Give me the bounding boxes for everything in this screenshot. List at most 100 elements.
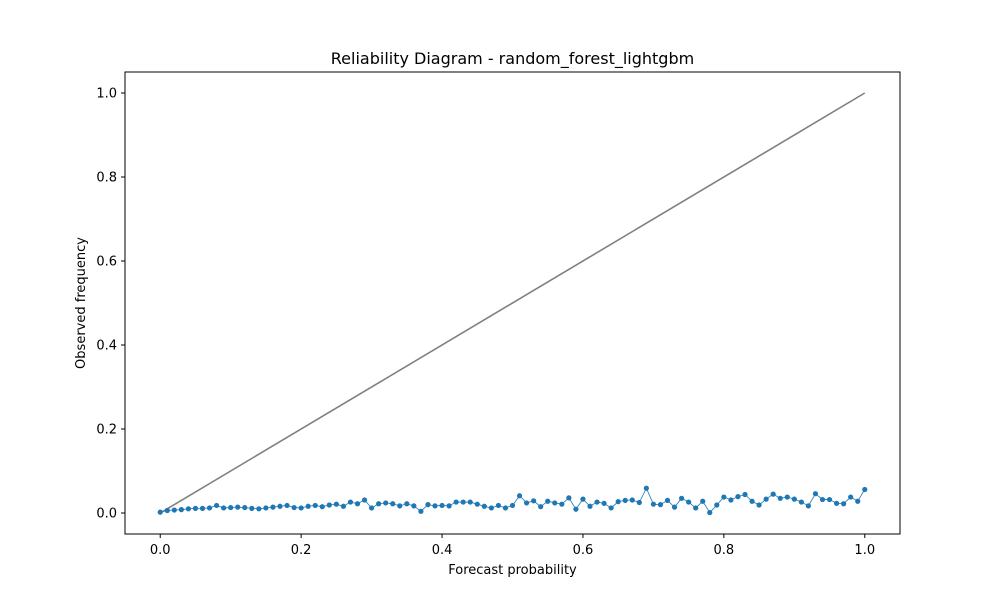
reliability-point	[368, 505, 375, 511]
reliability-point	[742, 491, 748, 498]
reliability-point	[784, 494, 790, 500]
x-tick-label: 0.6	[573, 543, 594, 558]
reliability-point	[242, 504, 248, 511]
reliability-point	[390, 501, 396, 507]
reliability-point	[707, 509, 713, 516]
reliability-point	[418, 508, 424, 514]
reliability-point	[221, 505, 227, 511]
reliability-point	[164, 507, 170, 514]
x-tick-label: 0.8	[714, 543, 735, 558]
reliability-point	[848, 494, 854, 500]
reliability-point	[594, 499, 600, 505]
reliability-point	[495, 502, 502, 509]
reliability-point	[826, 496, 833, 503]
reliability-point	[361, 497, 368, 503]
reliability-point	[235, 504, 241, 510]
reliability-point	[488, 505, 494, 511]
reliability-point	[657, 502, 664, 508]
reliability-point	[284, 502, 290, 509]
reliability-point	[460, 499, 466, 505]
reliability-point	[728, 497, 734, 503]
reliability-point	[340, 503, 347, 509]
reliability-point	[411, 503, 417, 509]
reliability-point	[453, 499, 459, 505]
reliability-point	[481, 503, 487, 509]
reliability-point	[671, 504, 678, 510]
reliability-point	[841, 501, 847, 507]
y-tick-label: 0.2	[96, 423, 117, 438]
reliability-point	[735, 494, 741, 500]
reliability-point	[171, 507, 177, 513]
reliability-point	[199, 505, 206, 511]
reliability-point	[523, 500, 530, 506]
x-axis-label: Forecast probability	[448, 563, 577, 578]
reliability-point	[545, 498, 551, 504]
reliability-point	[664, 497, 671, 503]
reliability-point	[298, 505, 304, 511]
reliability-point	[347, 499, 354, 505]
reliability-point	[354, 501, 361, 507]
reliability-point	[629, 497, 635, 503]
reliability-point	[425, 502, 431, 508]
reliability-point	[777, 495, 783, 501]
reliability-point	[721, 494, 727, 500]
y-axis-label: Observed frequency	[74, 237, 89, 369]
x-tick-label: 0.4	[432, 543, 453, 558]
perfect-calibration-line	[159, 92, 866, 514]
x-tick-label: 0.2	[291, 543, 312, 558]
reliability-point	[319, 504, 325, 510]
y-tick-label: 0.0	[96, 507, 117, 522]
reliability-point	[256, 506, 262, 512]
reliability-point	[763, 496, 769, 502]
reliability-point	[509, 502, 516, 509]
reliability-point	[615, 499, 621, 505]
reliability-point	[650, 501, 657, 507]
y-tick-label: 0.4	[96, 339, 117, 354]
reliability-point	[474, 501, 480, 507]
reliability-point	[502, 505, 509, 511]
reliability-point	[326, 502, 332, 508]
reliability-point	[192, 505, 199, 511]
reliability-point	[291, 504, 297, 511]
reliability-point	[531, 498, 537, 504]
reliability-point	[686, 499, 692, 505]
x-tick-label: 0.0	[150, 543, 171, 558]
reliability-point	[397, 503, 403, 509]
reliability-point	[714, 502, 720, 508]
reliability-point	[206, 505, 213, 511]
reliability-point	[157, 509, 163, 515]
reliability-point	[862, 486, 868, 493]
reliability-point	[333, 501, 339, 507]
reliability-point	[833, 500, 840, 506]
reliability-point	[749, 498, 755, 504]
reliability-point	[383, 500, 389, 506]
reliability-point	[178, 507, 184, 513]
plot-area	[157, 92, 868, 516]
reliability-point	[439, 502, 445, 509]
reliability-point	[263, 505, 269, 511]
reliability-point	[770, 491, 776, 497]
reliability-point	[538, 504, 544, 510]
reliability-point	[580, 496, 586, 502]
y-tick-label: 0.6	[96, 255, 117, 270]
reliability-point	[516, 493, 523, 499]
reliability-point	[805, 503, 812, 509]
reliability-point	[566, 495, 572, 501]
reliability-point	[798, 499, 804, 505]
reliability-point	[305, 503, 311, 509]
reliability-point	[622, 497, 628, 503]
reliability-point	[601, 500, 607, 506]
reliability-point	[277, 503, 283, 509]
reliability-point	[559, 501, 565, 507]
reliability-point	[404, 501, 410, 507]
y-axis: 0.0 0.2 0.4 0.6 0.8 1.0	[96, 87, 125, 522]
reliability-point	[573, 506, 579, 512]
reliability-point	[587, 503, 593, 509]
reliability-point	[432, 503, 438, 509]
axes-frame	[124, 71, 901, 535]
reliability-point	[228, 504, 234, 511]
reliability-point	[700, 498, 706, 504]
chart-title: Reliability Diagram - random_forest_ligh…	[331, 49, 694, 69]
